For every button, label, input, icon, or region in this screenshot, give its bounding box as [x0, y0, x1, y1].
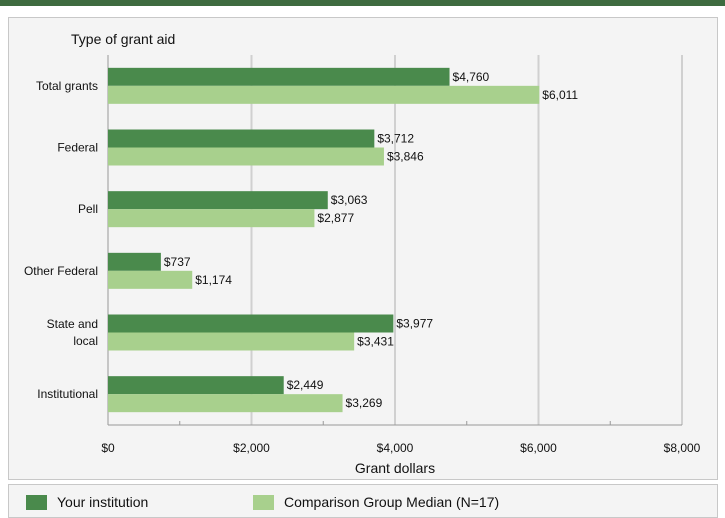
bar	[108, 67, 450, 86]
bar-value-label: $2,449	[287, 378, 324, 392]
x-tick-label: $8,000	[664, 441, 701, 455]
bar-value-label: $3,846	[387, 150, 424, 164]
category-label: Federal	[57, 141, 98, 155]
chart-legend: Your institution Comparison Group Median…	[8, 484, 718, 518]
bar-value-label: $2,877	[317, 211, 354, 225]
bar	[108, 147, 384, 166]
bar-value-label: $6,011	[542, 88, 578, 102]
x-tick-label: $2,000	[233, 441, 270, 455]
bar	[108, 270, 193, 289]
legend-label-comparison-group: Comparison Group Median (N=17)	[284, 494, 500, 510]
bar-value-label: $1,174	[195, 273, 232, 287]
bar	[108, 191, 328, 210]
legend-label-your-institution: Your institution	[57, 494, 149, 510]
category-label: Other Federal	[24, 264, 98, 278]
bar-value-label: $4,760	[453, 70, 490, 84]
x-axis-label: Grant dollars	[355, 460, 435, 476]
x-tick-label: $4,000	[377, 441, 414, 455]
x-tick-label: $6,000	[520, 441, 557, 455]
bar-value-label: $3,431	[357, 335, 394, 349]
bar	[108, 85, 540, 104]
bar	[108, 394, 343, 413]
legend-item-your-institution: Your institution	[26, 494, 148, 510]
bar	[108, 129, 375, 148]
category-label: State and local	[47, 317, 98, 348]
legend-swatch-comparison-group	[253, 494, 274, 510]
bar-value-label: $3,269	[346, 396, 383, 410]
bar-value-label: $737	[164, 255, 191, 269]
bar-value-label: $3,712	[377, 132, 414, 146]
bar-value-label: $3,063	[331, 193, 368, 207]
category-label: Total grants	[36, 79, 98, 93]
bar	[108, 332, 355, 351]
category-label: Pell	[78, 202, 98, 216]
category-label: Institutional	[37, 387, 98, 401]
chart-title: Type of grant aid	[71, 31, 175, 47]
bar	[108, 376, 284, 395]
bar	[108, 252, 161, 271]
bar-value-label: $3,977	[396, 317, 433, 331]
bar	[108, 209, 315, 228]
legend-item-comparison-group: Comparison Group Median (N=17)	[253, 494, 499, 510]
bar	[108, 314, 394, 333]
bar-chart: Type of grant aid $0 $2,000 $4,000 $6,000 $8,…	[24, 31, 701, 476]
legend-swatch-your-institution	[26, 494, 47, 510]
top-rule	[0, 0, 725, 6]
x-tick-label: $0	[101, 441, 115, 455]
